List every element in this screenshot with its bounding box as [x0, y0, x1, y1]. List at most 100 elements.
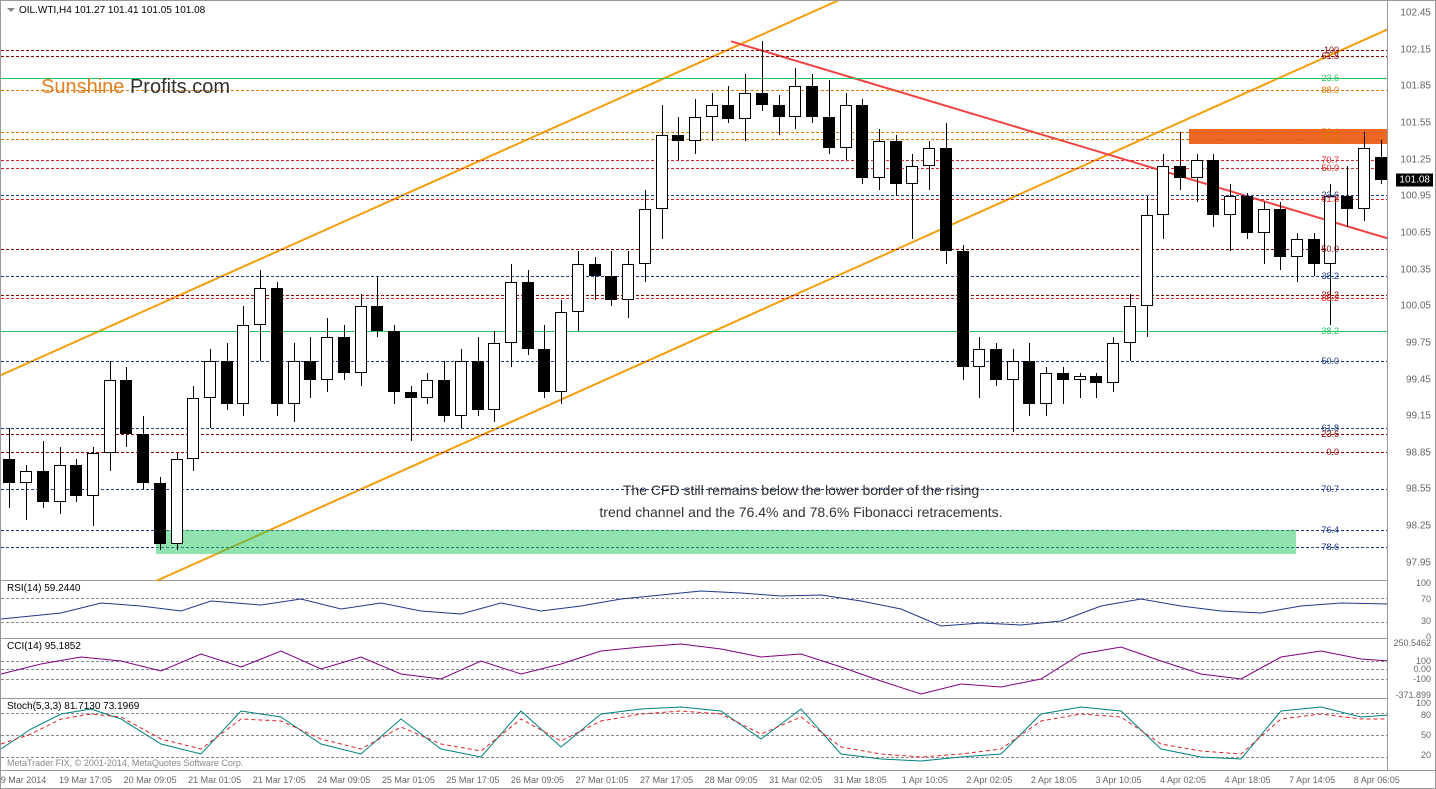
main-price-chart[interactable]: OIL.WTI,H4 101.27 101.41 101.05 101.08 S…: [1, 1, 1389, 581]
time-tick: 4 Apr 02:05: [1160, 775, 1206, 785]
indicator-axis: 100805020: [1387, 699, 1435, 771]
fib-label: 70.7: [1321, 484, 1339, 494]
candle-body: [1274, 209, 1286, 258]
time-tick: 2 Apr 18:05: [1031, 775, 1077, 785]
indicator-tick: 20: [1421, 750, 1431, 760]
candle-body: [204, 361, 216, 398]
candle-body: [923, 148, 935, 166]
candle-body: [1258, 209, 1270, 233]
price-axis: 102.45102.15101.85101.55101.25100.95100.…: [1387, 1, 1435, 581]
candle-body: [20, 471, 32, 483]
candle-body: [321, 337, 333, 380]
fib-label: 61.8: [1321, 423, 1339, 433]
indicator-tick: 100: [1416, 698, 1431, 708]
time-tick: 27 Mar 17:05: [640, 775, 693, 785]
candle-body: [488, 343, 500, 410]
indicator-tick: 250.5462: [1393, 638, 1431, 648]
candle-body: [622, 264, 634, 301]
candle-body: [154, 483, 166, 544]
time-tick: 24 Mar 09:05: [317, 775, 370, 785]
indicator-line-svg: [1, 581, 1389, 639]
fib-line: [1, 452, 1389, 453]
candle-body: [288, 361, 300, 404]
fib-label: 76.4: [1321, 134, 1339, 144]
candle-body: [371, 306, 383, 330]
price-tick: 100.05: [1400, 301, 1431, 312]
fib-label: 50.0: [1321, 356, 1339, 366]
candle-body: [338, 337, 350, 374]
indicator-tick: 50: [1421, 730, 1431, 740]
candle-wick: [1180, 132, 1181, 191]
candle-body: [589, 264, 601, 276]
candle-body: [555, 312, 567, 391]
price-tick: 100.65: [1400, 228, 1431, 239]
time-tick: 25 Mar 01:05: [382, 775, 435, 785]
candle-body: [806, 86, 818, 117]
indicator-line-svg: [1, 639, 1389, 699]
price-tick: 102.45: [1400, 8, 1431, 19]
price-tick: 99.45: [1406, 374, 1431, 385]
fib-line: [1, 195, 1389, 196]
candle-body: [388, 331, 400, 392]
candle-body: [405, 392, 417, 398]
fib-label: 88.0: [1321, 85, 1339, 95]
candle-body: [137, 434, 149, 483]
price-tick: 100.35: [1400, 264, 1431, 275]
time-tick: 8 Apr 06:05: [1354, 775, 1400, 785]
candle-body: [957, 251, 969, 367]
candle-body: [1207, 160, 1219, 215]
indicator-panel[interactable]: RSI(14) 59.2440: [1, 581, 1389, 639]
level-label: 38.2: [1321, 326, 1339, 336]
level-label: 23.6: [1321, 73, 1339, 83]
candle-body: [1141, 215, 1153, 307]
candle-body: [221, 361, 233, 404]
candle-body: [104, 380, 116, 453]
fib-label: 50.0: [1321, 163, 1339, 173]
price-tick: 99.15: [1406, 411, 1431, 422]
indicator-title: Stoch(5,3,3) 81.7130 73.1969: [7, 701, 139, 712]
indicator-axis: 10070300: [1387, 581, 1435, 639]
watermark-logo: Sunshine Profits.com: [41, 76, 230, 99]
candle-body: [1224, 196, 1236, 214]
price-tick: 98.85: [1406, 447, 1431, 458]
fib-line: [1, 298, 1389, 299]
price-tick: 98.55: [1406, 484, 1431, 495]
indicator-tick: 0.00: [1413, 664, 1431, 674]
candle-body: [505, 282, 517, 343]
candle-body: [87, 453, 99, 496]
candle-body: [120, 380, 132, 435]
time-tick: 20 Mar 09:05: [124, 775, 177, 785]
candle-body: [355, 306, 367, 373]
candle-body: [990, 349, 1002, 380]
time-tick: 31 Mar 18:05: [834, 775, 887, 785]
fib-label: 100: [1324, 45, 1339, 55]
candle-body: [773, 105, 785, 117]
candle-body: [1174, 166, 1186, 178]
time-tick: 3 Apr 10:05: [1095, 775, 1141, 785]
fib-label: 76.4: [1321, 525, 1339, 535]
footer-copyright: MetaTrader FIX, © 2001-2014, MetaQuotes …: [7, 758, 243, 768]
time-tick: 4 Apr 18:05: [1225, 775, 1271, 785]
candle-body: [689, 117, 701, 141]
candle-body: [522, 282, 534, 349]
fib-line: [1, 50, 1389, 51]
candle-body: [271, 288, 283, 404]
candle-body: [656, 135, 668, 208]
chart-annotation: The CFD still remains below the lower bo…: [501, 479, 1101, 524]
price-tick: 101.55: [1400, 118, 1431, 129]
indicator-title: CCI(14) 95.1852: [7, 641, 81, 652]
fib-line: [1, 249, 1389, 250]
indicator-panel[interactable]: CCI(14) 95.1852: [1, 639, 1389, 699]
fib-line: [1, 56, 1389, 57]
indicator-tick: 100: [1416, 578, 1431, 588]
time-tick: 19 Mar 2014: [0, 775, 46, 785]
candle-body: [572, 264, 584, 313]
chart-container: OIL.WTI,H4 101.27 101.41 101.05 101.08 S…: [0, 0, 1436, 789]
indicator-title: RSI(14) 59.2440: [7, 583, 80, 594]
fib-line: [1, 276, 1389, 277]
dropdown-icon[interactable]: [7, 8, 15, 12]
candle-wick: [712, 93, 713, 142]
candle-body: [472, 361, 484, 410]
candle-body: [739, 93, 751, 120]
candle-body: [3, 459, 15, 483]
